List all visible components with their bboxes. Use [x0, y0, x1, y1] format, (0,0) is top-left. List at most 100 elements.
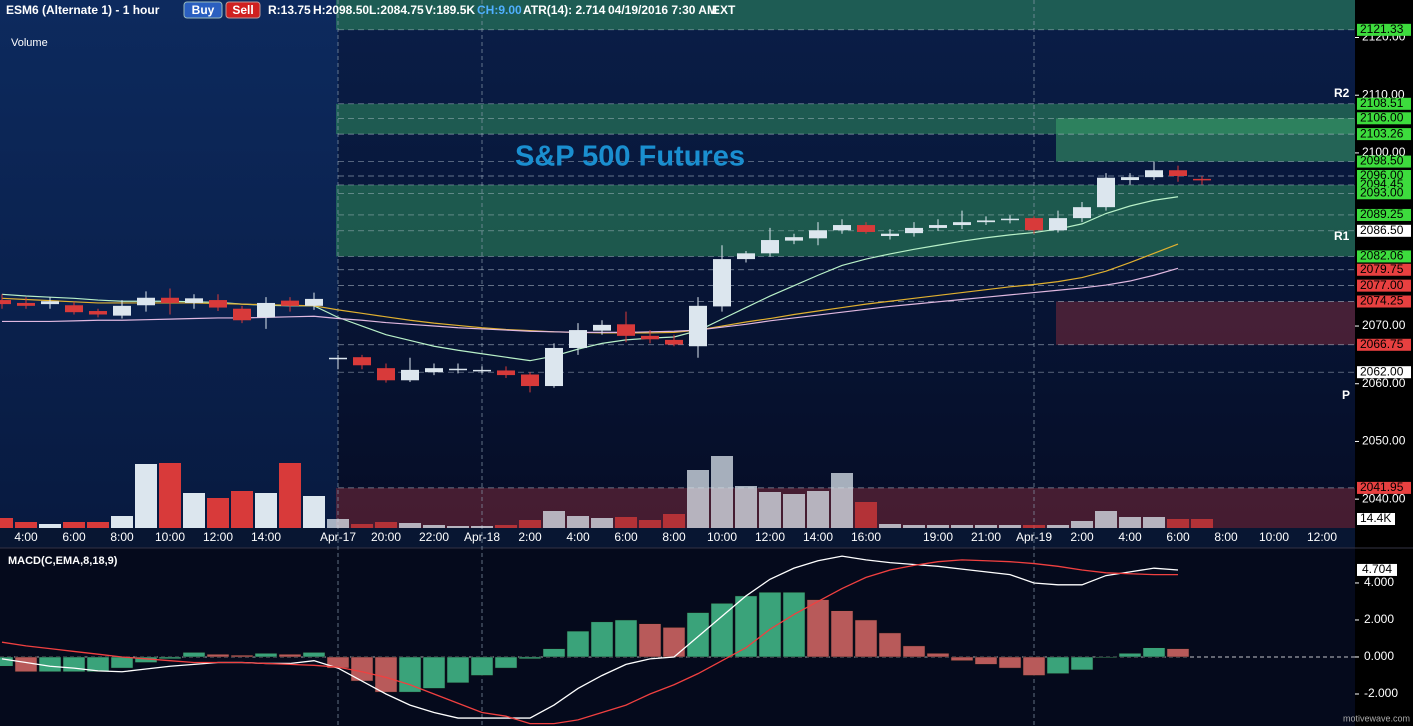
x-tick-label: 4:00: [1118, 530, 1142, 544]
volume-bar: [0, 518, 13, 528]
candle-body: [713, 259, 731, 307]
candle-body: [425, 368, 443, 373]
level-box: [1357, 224, 1411, 237]
x-tick-label: 14:00: [251, 530, 281, 544]
volume-bar: [975, 525, 997, 528]
volume-bar: [855, 502, 877, 528]
histogram-bar: [950, 656, 974, 661]
x-tick-label: 12:00: [1307, 530, 1337, 544]
candle-body: [809, 230, 827, 239]
level-box: [1357, 155, 1411, 168]
symbol: ESM6 (Alternate 1) - 1 hour: [6, 3, 160, 17]
y-tick-label: 2040.00: [1362, 491, 1406, 505]
level-label: 2096.00: [1360, 168, 1404, 182]
candle-body: [665, 339, 683, 345]
candle-body: [113, 305, 131, 316]
volume-bar: [279, 463, 301, 528]
volume-bar: [1047, 525, 1069, 528]
volume-bar: [519, 520, 541, 528]
x-tick-label: 10:00: [707, 530, 737, 544]
x-tick-label: 22:00: [419, 530, 449, 544]
histogram-bar: [614, 619, 638, 658]
sell-label[interactable]: Sell: [232, 3, 253, 17]
histogram-bar: [806, 599, 830, 658]
candle-body: [41, 301, 59, 305]
volume-bar: [375, 522, 397, 528]
level-box: [1357, 481, 1411, 494]
level-label: 2041.95: [1360, 480, 1404, 494]
volume-bar: [1119, 517, 1141, 528]
histogram-bar: [86, 656, 110, 673]
candle-body: [521, 374, 539, 387]
r1-label: R1: [1334, 229, 1350, 243]
volume-bar: [1167, 519, 1189, 528]
level-box: [1357, 366, 1411, 379]
x-tick-label: 14:00: [803, 530, 833, 544]
volume-box: [1357, 513, 1395, 525]
volume-bar: [1143, 517, 1165, 528]
level-box: [1357, 208, 1411, 221]
low: L:2084.75: [369, 3, 424, 17]
y-tick-label: 2.000: [1364, 612, 1394, 626]
histogram-bar: [758, 591, 782, 658]
volume-bar: [639, 520, 661, 528]
level-label: 2082.06: [1360, 249, 1404, 263]
candle-body: [617, 324, 635, 336]
volume-bar: [591, 518, 613, 528]
candle-body: [65, 305, 83, 313]
volume-bar: [231, 491, 253, 528]
candle-body: [977, 220, 995, 223]
histogram-bar: [638, 623, 662, 658]
level-box: [1357, 295, 1411, 308]
x-tick-label: 21:00: [971, 530, 1001, 544]
candle-body: [209, 300, 227, 308]
level-label: 2077.00: [1360, 278, 1404, 292]
histogram-bar: [422, 656, 446, 689]
x-tick-label: 16:00: [851, 530, 881, 544]
histogram-bar: [974, 656, 998, 665]
level-label: 2103.26: [1360, 126, 1404, 140]
volume-bar: [663, 514, 685, 528]
candle-body: [1169, 170, 1187, 176]
histogram-bar: [662, 627, 686, 658]
session: EXT: [712, 3, 736, 17]
volume-bar: [495, 525, 517, 528]
sell-button[interactable]: [225, 1, 261, 19]
high: H:2098.50: [313, 3, 369, 17]
y-tick-label: -2.000: [1364, 686, 1398, 700]
candle-body: [1049, 218, 1067, 231]
background-left: [0, 0, 338, 528]
footer: motivewave.com: [1343, 713, 1410, 723]
buy-label[interactable]: Buy: [192, 3, 215, 17]
candle-body: [929, 225, 947, 228]
candle-body: [17, 302, 35, 306]
candle-body: [329, 357, 347, 360]
level-box: [1357, 128, 1411, 141]
candle-body: [0, 300, 11, 305]
level-label: 2086.50: [1360, 223, 1404, 237]
x-tick-label: 4:00: [566, 530, 590, 544]
macd-line: [1, 559, 1178, 725]
histogram-bar: [566, 630, 590, 658]
atr: ATR(14): 2.714: [523, 3, 606, 17]
candle-body: [1121, 177, 1139, 181]
x-tick-label: Apr-19: [1016, 530, 1052, 544]
candle-body: [1145, 170, 1163, 178]
buy-button[interactable]: [183, 1, 223, 19]
candle-body: [137, 297, 155, 306]
volume-bar: [759, 492, 781, 528]
candle-body: [761, 240, 779, 254]
histogram-bar: [542, 648, 566, 658]
histogram-bar: [254, 653, 278, 658]
y-tick-label: 0.000: [1364, 649, 1394, 663]
candle-body: [281, 300, 299, 306]
volume-bar: [255, 493, 277, 528]
level-box: [1357, 187, 1411, 200]
volume-bar: [903, 525, 925, 528]
histogram-bar: [230, 654, 254, 658]
histogram-bar: [902, 645, 926, 658]
volume-bar: [423, 525, 445, 528]
candle-body: [473, 369, 491, 372]
volume-bar: [735, 486, 757, 528]
volume-bar: [927, 525, 949, 528]
